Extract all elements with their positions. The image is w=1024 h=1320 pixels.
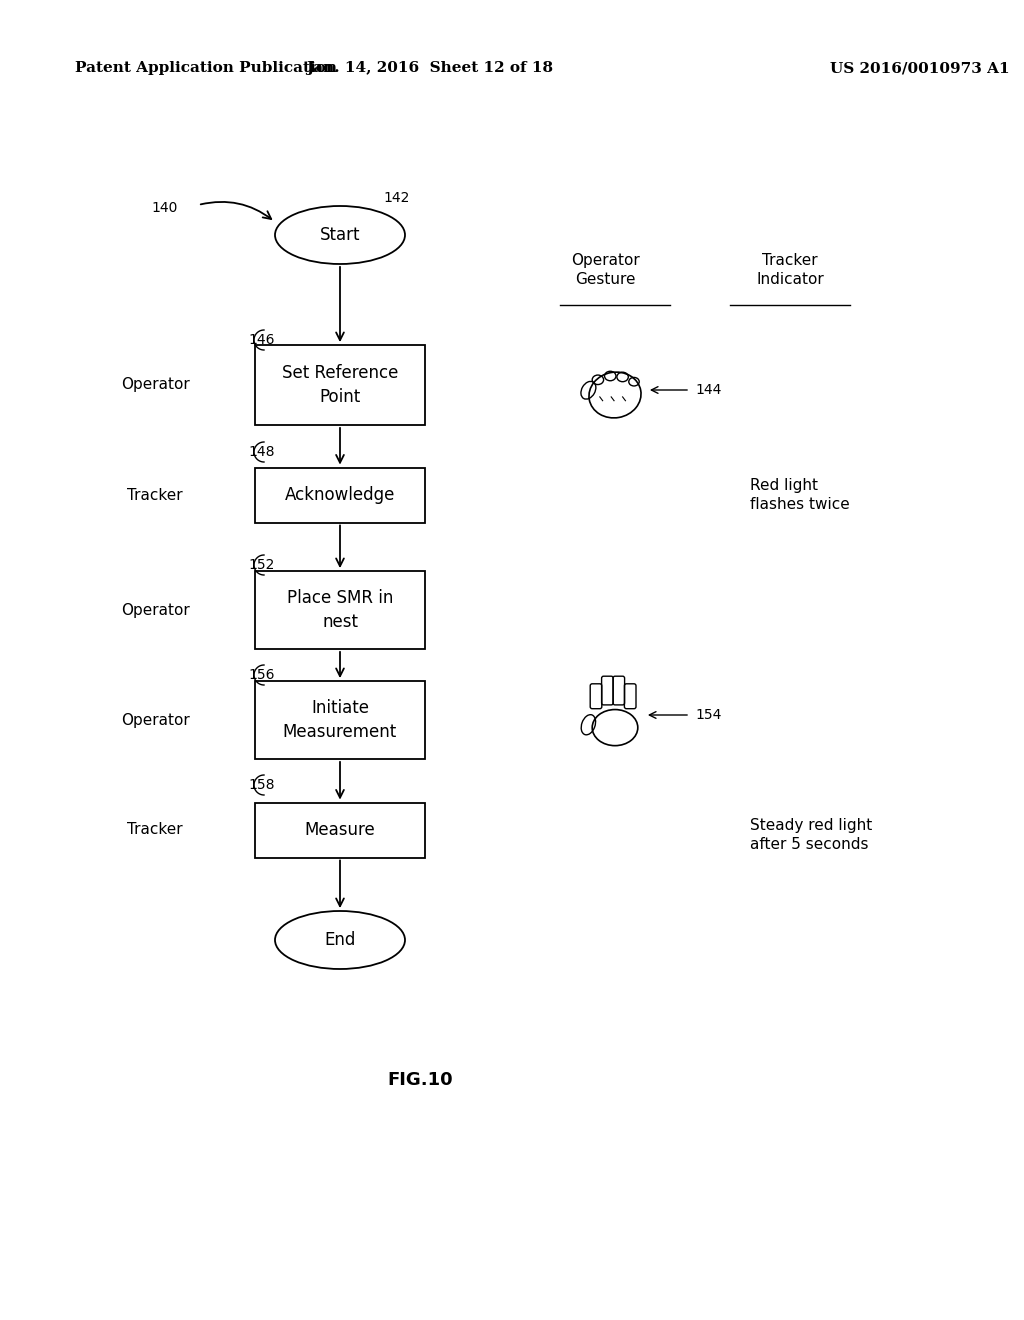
Text: FIG.10: FIG.10 <box>387 1071 453 1089</box>
Text: Measure: Measure <box>304 821 376 840</box>
Text: US 2016/0010973 A1: US 2016/0010973 A1 <box>830 61 1010 75</box>
Text: 144: 144 <box>695 383 721 397</box>
Text: Acknowledge: Acknowledge <box>285 486 395 504</box>
Text: Red light
flashes twice: Red light flashes twice <box>750 478 850 512</box>
Text: Operator: Operator <box>121 378 189 392</box>
Text: Jan. 14, 2016  Sheet 12 of 18: Jan. 14, 2016 Sheet 12 of 18 <box>306 61 554 75</box>
Text: 140: 140 <box>152 201 178 215</box>
Text: 142: 142 <box>383 191 410 205</box>
Text: Steady red light
after 5 seconds: Steady red light after 5 seconds <box>750 817 872 853</box>
Text: 158: 158 <box>248 777 274 792</box>
Text: Operator: Operator <box>121 713 189 727</box>
Text: Set Reference
Point: Set Reference Point <box>282 364 398 405</box>
Text: Start: Start <box>319 226 360 244</box>
Text: Place SMR in
nest: Place SMR in nest <box>287 589 393 631</box>
Text: 152: 152 <box>248 558 274 572</box>
Text: 148: 148 <box>248 445 274 459</box>
Text: Patent Application Publication: Patent Application Publication <box>75 61 337 75</box>
Text: 156: 156 <box>248 668 274 682</box>
Text: End: End <box>325 931 355 949</box>
Text: Initiate
Measurement: Initiate Measurement <box>283 700 397 741</box>
Text: Operator
Gesture: Operator Gesture <box>570 253 639 286</box>
Text: Tracker: Tracker <box>127 487 183 503</box>
Text: 154: 154 <box>695 708 721 722</box>
Text: 146: 146 <box>248 333 274 347</box>
Text: Tracker: Tracker <box>127 822 183 837</box>
Text: Tracker
Indicator: Tracker Indicator <box>756 253 824 286</box>
Text: Operator: Operator <box>121 602 189 618</box>
